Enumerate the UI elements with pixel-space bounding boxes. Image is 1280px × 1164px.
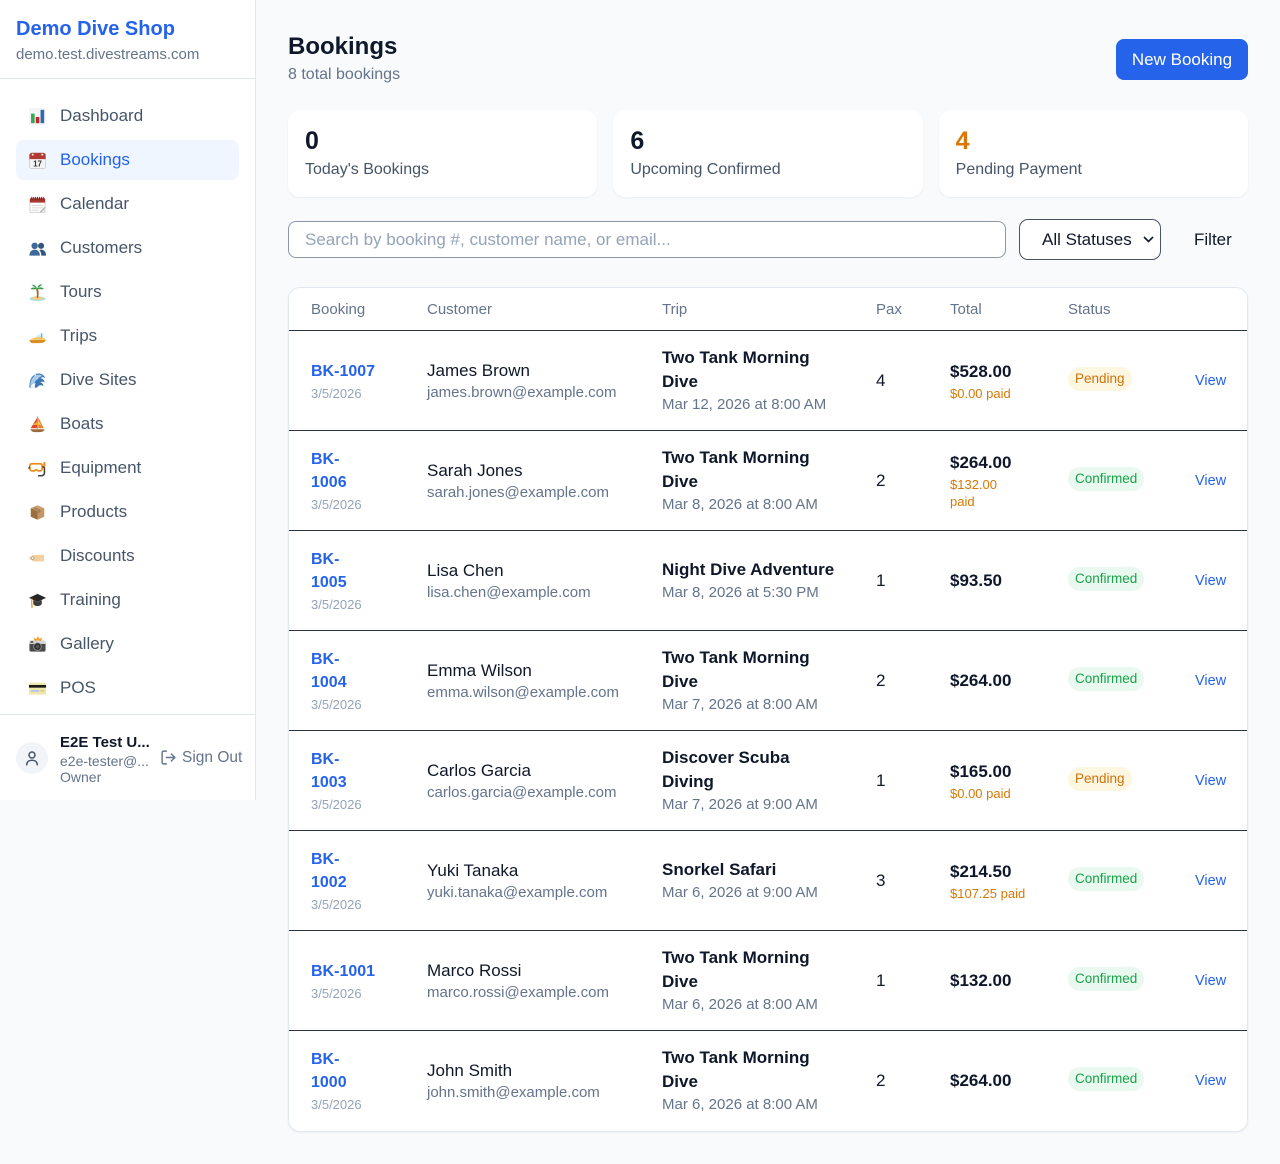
svg-text:17: 17 (33, 159, 42, 168)
